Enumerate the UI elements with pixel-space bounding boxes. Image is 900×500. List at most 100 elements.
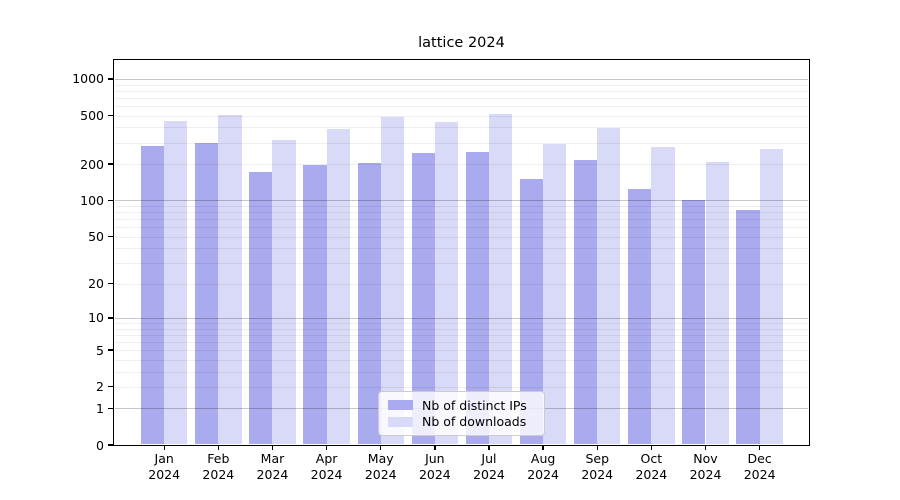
x-tick-mark [271, 445, 274, 450]
x-tick-month: Feb [207, 451, 230, 466]
x-tick-mark [650, 445, 653, 450]
bar-downloads [272, 140, 296, 445]
x-tick-label: May 2024 [349, 451, 413, 483]
x-tick-mark [325, 445, 328, 450]
y-tick-mark [108, 114, 113, 117]
bar-downloads [434, 121, 459, 445]
legend-item-downloads: Nb of downloads [388, 414, 536, 430]
y-tick-mark [108, 282, 113, 285]
x-tick-month: May [367, 451, 394, 466]
x-tick-year: 2024 [256, 467, 289, 482]
y-tick-mark [108, 163, 113, 165]
x-tick-month: Sep [585, 451, 610, 466]
x-tick-label: Nov 2024 [674, 451, 738, 483]
legend-swatch-downloads [388, 416, 413, 427]
bar-distinct-ips [682, 200, 706, 445]
x-tick-label: Apr 2024 [295, 451, 359, 483]
x-tick-year: 2024 [310, 467, 343, 482]
x-tick-mark [488, 445, 490, 450]
x-tick-label: Feb 2024 [186, 451, 250, 483]
x-tick-mark [596, 445, 598, 450]
x-tick-year: 2024 [743, 467, 776, 482]
bar-distinct-ips [141, 146, 165, 445]
x-tick-month: Mar [260, 451, 285, 466]
chart-title: lattice 2024 [418, 35, 505, 51]
bar-downloads [543, 144, 567, 445]
x-tick-mark [380, 445, 382, 450]
x-tick-year: 2024 [364, 467, 397, 482]
x-tick-month: Oct [640, 451, 663, 466]
bar-downloads [218, 114, 242, 445]
x-tick-year: 2024 [527, 467, 560, 482]
y-tick-mark [108, 349, 113, 351]
x-tick-mark [163, 445, 165, 450]
bar-downloads [597, 128, 621, 445]
x-tick-month: Dec [747, 451, 772, 466]
x-tick-label: Dec 2024 [728, 451, 792, 483]
x-tick-month: Jan [154, 451, 174, 466]
bar-distinct-ips [736, 210, 760, 445]
y-tick-label: 1 [96, 400, 104, 416]
x-tick-month: Aug [530, 451, 556, 466]
y-tick-mark [108, 444, 113, 446]
y-tick-mark [108, 386, 113, 388]
x-tick-year: 2024 [202, 467, 235, 482]
x-tick-label: Aug 2024 [511, 451, 575, 483]
bar-downloads [759, 149, 783, 445]
y-tick-label: 5 [96, 342, 104, 358]
y-tick-mark [108, 407, 113, 409]
y-tick-mark [108, 199, 113, 202]
x-tick-mark [217, 445, 220, 450]
bar-distinct-ips [411, 152, 435, 445]
legend-label-distinct-ips: Nb of distinct IPs [422, 397, 527, 413]
legend-item-distinct-ips: Nb of distinct IPs [388, 397, 536, 413]
bar-downloads [705, 162, 729, 445]
y-tick-label: 0 [96, 437, 104, 453]
y-tick-label: 2 [96, 379, 104, 395]
y-tick-label: 500 [80, 108, 104, 124]
x-tick-year: 2024 [418, 467, 451, 482]
y-tick-mark [108, 317, 113, 319]
bar-downloads [326, 129, 350, 445]
x-tick-month: Jun [425, 451, 445, 466]
y-tick-label: 10 [88, 310, 104, 326]
x-tick-label: Jul 2024 [457, 451, 521, 483]
bar-distinct-ips [303, 165, 327, 445]
x-tick-year: 2024 [148, 467, 181, 482]
x-tick-label: Mar 2024 [240, 451, 304, 483]
bar-downloads [380, 116, 404, 445]
legend-label-downloads: Nb of downloads [422, 414, 527, 430]
x-tick-label: Jan 2024 [132, 451, 196, 483]
x-tick-mark [758, 445, 761, 450]
bar-distinct-ips [195, 143, 219, 445]
x-tick-month: Apr [315, 451, 338, 466]
x-tick-year: 2024 [689, 467, 722, 482]
plot-area [113, 59, 811, 447]
legend-swatch-distinct-ips [388, 400, 413, 411]
bar-distinct-ips [519, 179, 544, 445]
x-tick-mark [434, 445, 436, 450]
x-tick-label: Oct 2024 [619, 451, 683, 483]
bar-distinct-ips [628, 188, 652, 445]
bar-downloads [651, 147, 675, 445]
x-tick-year: 2024 [635, 467, 668, 482]
bar-distinct-ips [357, 163, 381, 445]
x-tick-month: Jul [481, 451, 497, 466]
x-tick-month: Nov [693, 451, 718, 466]
y-tick-mark [108, 235, 113, 238]
bar-distinct-ips [574, 160, 598, 445]
x-tick-mark [542, 445, 544, 450]
y-tick-label: 200 [80, 156, 104, 172]
y-tick-label: 1000 [72, 71, 104, 87]
legend: Nb of distinct IPs Nb of downloads [378, 391, 545, 436]
x-tick-mark [704, 445, 707, 450]
y-tick-mark [108, 78, 113, 80]
y-tick-label: 100 [80, 192, 104, 208]
bar-downloads [164, 121, 188, 445]
x-tick-label: Jun 2024 [403, 451, 467, 483]
x-tick-year: 2024 [581, 467, 614, 482]
bar-distinct-ips [465, 151, 489, 445]
x-tick-year: 2024 [473, 467, 505, 482]
x-tick-label: Sep 2024 [565, 451, 629, 483]
y-tick-label: 20 [88, 276, 104, 292]
